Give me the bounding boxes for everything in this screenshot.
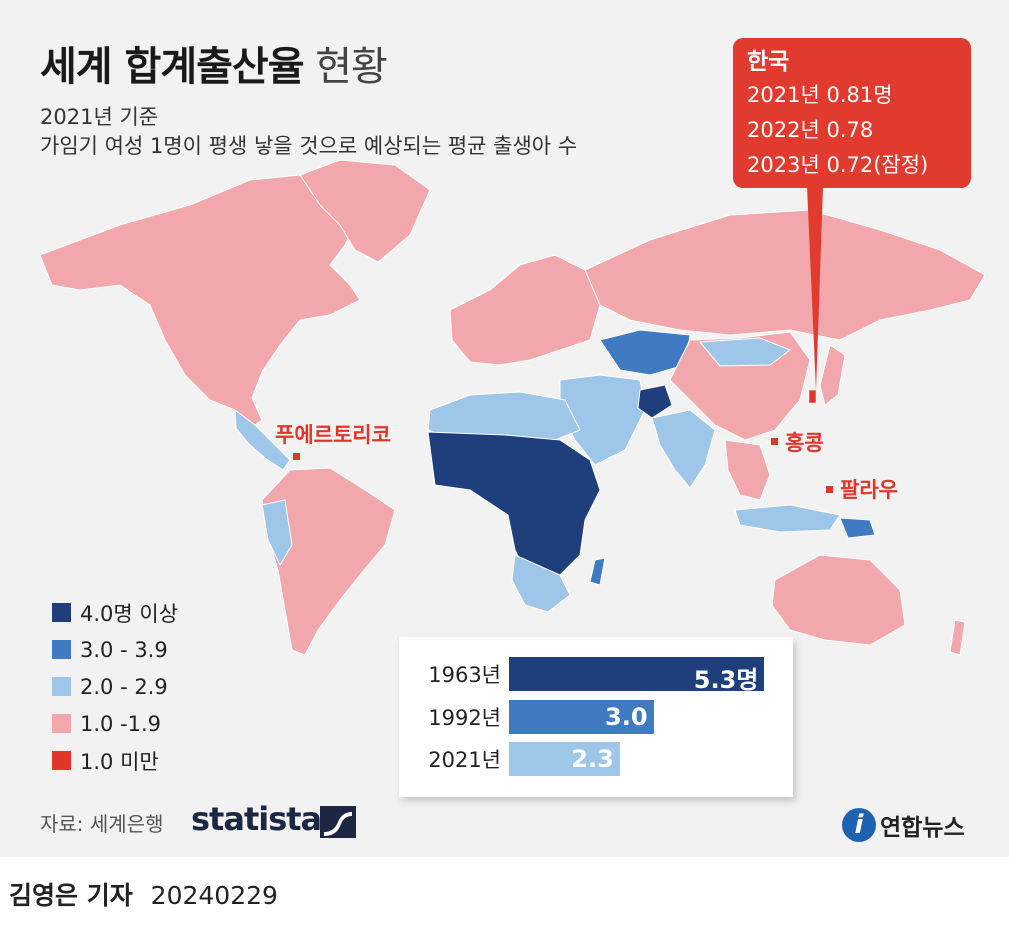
region-north-america bbox=[39, 174, 361, 431]
legend-item: 1.0 미만 bbox=[52, 742, 178, 779]
region-southeast-asia bbox=[724, 439, 771, 501]
korea-callout-line: 2023년 0.72(잠정) bbox=[747, 153, 929, 177]
statista-wordmark: statista bbox=[191, 800, 322, 838]
region-russia bbox=[584, 209, 986, 341]
bar-category-label: 1992년 bbox=[428, 706, 501, 730]
legend-swatch bbox=[52, 677, 71, 696]
region-andes bbox=[261, 499, 293, 567]
bar-row: 2021년 2.3 bbox=[399, 741, 620, 777]
legend-swatch bbox=[52, 603, 71, 622]
historical-bar-chart: 1963년 5.3명 1992년 3.0 2021년 2.3 bbox=[399, 637, 793, 797]
legend-swatch bbox=[52, 640, 71, 659]
label-puerto-rico: 푸에르토리코 bbox=[275, 423, 391, 447]
legend-label: 3.0 - 3.9 bbox=[80, 637, 168, 662]
subtitle-definition: 가임기 여성 1명이 평생 낳을 것으로 예상되는 평균 출생아 수 bbox=[40, 134, 578, 158]
region-sub-saharan-africa bbox=[427, 431, 601, 581]
bar-value-label: 5.3명 bbox=[693, 666, 759, 694]
korea-callout-line: 2022년 0.78 bbox=[747, 118, 874, 142]
legend-label: 2.0 - 2.9 bbox=[80, 674, 168, 699]
bar-row: 1992년 3.0 bbox=[399, 699, 654, 735]
region-central-america bbox=[234, 408, 291, 471]
legend-label: 1.0 -1.9 bbox=[80, 711, 162, 736]
region-japan bbox=[819, 344, 846, 406]
region-greenland bbox=[299, 160, 431, 263]
bar-value-label: 3.0 bbox=[605, 703, 648, 731]
legend-label: 4.0명 이상 bbox=[80, 601, 179, 626]
legend-item: 2.0 - 2.9 bbox=[52, 668, 178, 705]
bar-category-label: 1963년 bbox=[428, 663, 501, 687]
legend: 4.0명 이상 3.0 - 3.9 2.0 - 2.9 1.0 -1.9 1.0… bbox=[52, 594, 178, 779]
publisher-name: 연합뉴스 bbox=[880, 815, 965, 841]
label-palau: 팔라우 bbox=[840, 478, 898, 502]
legend-item: 1.0 -1.9 bbox=[52, 705, 178, 742]
bar-row: 1963년 5.3명 bbox=[399, 656, 765, 694]
region-southern-africa bbox=[511, 554, 571, 613]
region-afghanistan bbox=[637, 384, 673, 419]
marker-puerto-rico bbox=[293, 453, 300, 460]
korea-callout: 한국 2021년 0.81명 2022년 0.78 2023년 0.72(잠정) bbox=[733, 38, 971, 188]
korea-callout-line: 2021년 0.81명 bbox=[747, 83, 893, 107]
title-sub: 현황 bbox=[315, 44, 388, 90]
bar-value-label: 2.3 bbox=[571, 745, 614, 773]
region-indonesia bbox=[734, 504, 841, 533]
title-main: 세계 합계출산율 bbox=[40, 44, 305, 90]
world-map bbox=[39, 160, 986, 656]
legend-item: 4.0명 이상 bbox=[52, 594, 178, 631]
publish-date: 20240229 bbox=[150, 881, 278, 910]
marker-hong-kong bbox=[771, 438, 778, 445]
legend-swatch bbox=[52, 714, 71, 733]
region-india bbox=[651, 409, 716, 489]
byline: 김영은 기자 20240229 bbox=[9, 876, 278, 912]
region-korea bbox=[808, 389, 817, 404]
statista-icon bbox=[320, 806, 356, 838]
footer-bar bbox=[0, 857, 1009, 926]
page-title: 세계 합계출산율 현황 bbox=[40, 34, 388, 92]
legend-swatch bbox=[52, 751, 71, 770]
region-papua bbox=[839, 517, 876, 539]
reporter-name: 김영은 기자 bbox=[9, 881, 133, 910]
subtitle-year: 2021년 기준 bbox=[40, 105, 159, 129]
source-text: 자료: 세계은행 bbox=[40, 812, 164, 836]
yonhap-logo: i 연합뉴스 bbox=[842, 808, 965, 842]
region-new-zealand bbox=[949, 619, 966, 656]
yonhap-i-icon: i bbox=[842, 808, 876, 842]
korea-callout-pointer bbox=[807, 186, 823, 391]
statista-logo: statista bbox=[191, 800, 322, 838]
region-madagascar bbox=[589, 557, 606, 586]
bar-2021: 2.3 bbox=[509, 742, 620, 776]
bar-1992: 3.0 bbox=[509, 700, 654, 734]
region-australia bbox=[771, 554, 906, 646]
bar-category-label: 2021년 bbox=[428, 748, 501, 772]
legend-label: 1.0 미만 bbox=[80, 749, 159, 774]
legend-item: 3.0 - 3.9 bbox=[52, 631, 178, 668]
label-hong-kong: 홍콩 bbox=[785, 431, 824, 455]
korea-callout-title: 한국 bbox=[747, 49, 790, 75]
region-europe bbox=[449, 254, 601, 366]
marker-palau bbox=[826, 486, 833, 493]
region-mongolia bbox=[698, 337, 792, 367]
bar-1963: 5.3명 bbox=[509, 657, 765, 694]
